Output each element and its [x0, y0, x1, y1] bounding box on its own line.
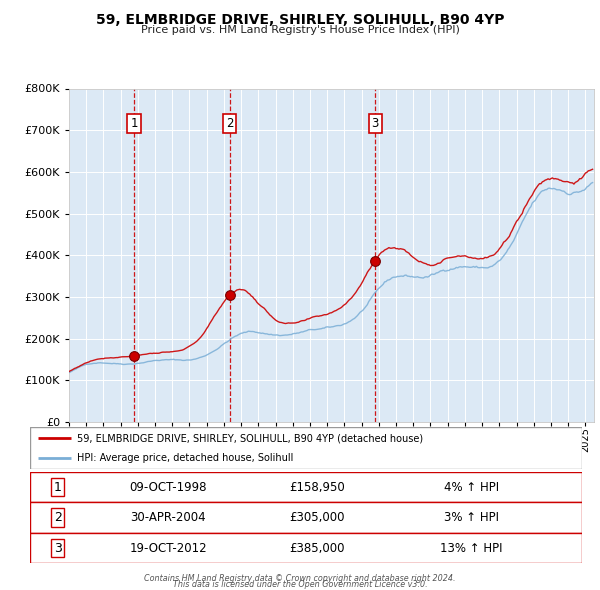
Text: 19-OCT-2012: 19-OCT-2012: [129, 542, 207, 555]
Text: This data is licensed under the Open Government Licence v3.0.: This data is licensed under the Open Gov…: [173, 580, 427, 589]
Text: 59, ELMBRIDGE DRIVE, SHIRLEY, SOLIHULL, B90 4YP (detached house): 59, ELMBRIDGE DRIVE, SHIRLEY, SOLIHULL, …: [77, 434, 423, 444]
Text: 3: 3: [53, 542, 62, 555]
Text: 2: 2: [53, 511, 62, 525]
Text: Price paid vs. HM Land Registry's House Price Index (HPI): Price paid vs. HM Land Registry's House …: [140, 25, 460, 35]
Text: Contains HM Land Registry data © Crown copyright and database right 2024.: Contains HM Land Registry data © Crown c…: [144, 574, 456, 583]
Text: £305,000: £305,000: [289, 511, 345, 525]
Text: £385,000: £385,000: [289, 542, 345, 555]
Text: 09-OCT-1998: 09-OCT-1998: [129, 481, 207, 494]
Text: 30-APR-2004: 30-APR-2004: [130, 511, 206, 525]
Text: 4% ↑ HPI: 4% ↑ HPI: [444, 481, 499, 494]
Bar: [30, 472, 582, 503]
Text: £158,950: £158,950: [289, 481, 345, 494]
Text: HPI: Average price, detached house, Solihull: HPI: Average price, detached house, Soli…: [77, 454, 293, 463]
Text: 3: 3: [371, 117, 379, 130]
Text: 59, ELMBRIDGE DRIVE, SHIRLEY, SOLIHULL, B90 4YP: 59, ELMBRIDGE DRIVE, SHIRLEY, SOLIHULL, …: [96, 13, 504, 27]
Text: 1: 1: [53, 481, 62, 494]
FancyBboxPatch shape: [30, 427, 582, 469]
Text: 3% ↑ HPI: 3% ↑ HPI: [444, 511, 499, 525]
Text: 2: 2: [226, 117, 233, 130]
Text: 13% ↑ HPI: 13% ↑ HPI: [440, 542, 503, 555]
Bar: [30, 503, 582, 533]
Text: 1: 1: [130, 117, 138, 130]
Bar: [30, 533, 582, 563]
